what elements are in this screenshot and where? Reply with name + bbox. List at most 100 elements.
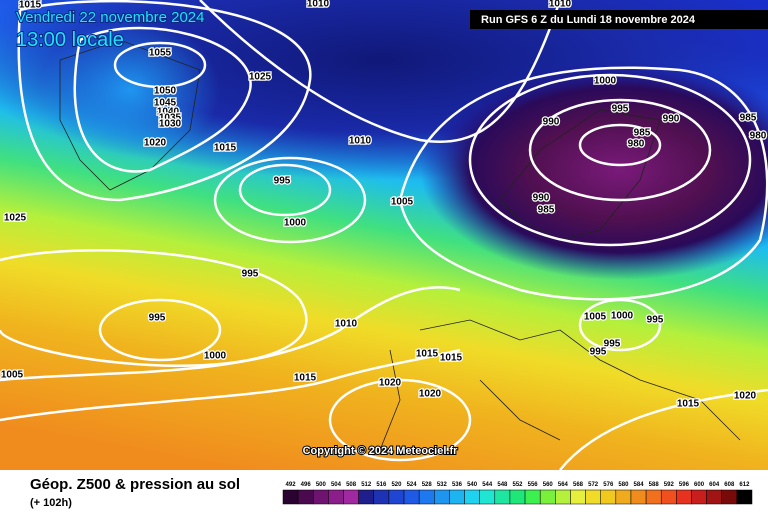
isobar-label: 1015 — [294, 373, 317, 384]
isobar-line — [213, 156, 367, 244]
isobar-label: 1015 — [214, 143, 237, 154]
isobar-label: 995 — [274, 176, 291, 187]
isobar-line — [328, 378, 472, 462]
isobar-label: 1015 — [440, 353, 463, 364]
colorbar-cell — [630, 489, 647, 505]
colorbar-label: 548 — [497, 482, 508, 488]
colorbar-label: 492 — [286, 482, 297, 488]
isobar-label: 1010 — [335, 319, 358, 330]
colorbar-label: 512 — [361, 482, 372, 488]
isobar-line — [578, 298, 662, 352]
colorbar-label: 532 — [437, 482, 448, 488]
isobar-label: 1040 — [157, 107, 180, 118]
colorbar-label: 588 — [649, 482, 660, 488]
colorbar-label: 612 — [739, 482, 750, 488]
isobar-label: 995 — [604, 339, 621, 350]
isobar-line — [0, 286, 461, 382]
isobar-label: 995 — [242, 269, 259, 280]
colorbar-label: 528 — [422, 482, 433, 488]
colorbar-cell — [403, 489, 420, 505]
colorbar-label: 560 — [543, 482, 554, 488]
colorbar-label: 552 — [512, 482, 523, 488]
isobar-line — [73, 26, 252, 173]
low-pressure-core — [420, 60, 768, 280]
colorbar-cell — [585, 489, 601, 505]
colorbar-cell — [494, 489, 511, 505]
isobar-labels: 1015 1010 1010 1055 1025 10501045104010351030… — [0, 0, 768, 411]
isobar-label: 1000 — [611, 311, 634, 322]
run-box — [470, 10, 768, 29]
colorbar-label: 500 — [316, 482, 327, 488]
isobar-label: 1045 — [154, 98, 177, 109]
colorbar-label: 508 — [346, 482, 357, 488]
colorbar-label: 524 — [407, 482, 418, 488]
isobar-label: 980 — [628, 139, 645, 150]
colorbar-label: 572 — [588, 482, 599, 488]
isobar-label: 1025 — [249, 72, 272, 83]
isobar-line — [238, 163, 332, 217]
colorbar-cell — [676, 489, 692, 505]
colorbar-label: 584 — [634, 482, 645, 488]
isobar-line — [468, 73, 752, 247]
isobar-line — [113, 41, 207, 89]
colorbar-cell — [418, 489, 435, 505]
colorbar-cell — [600, 489, 617, 505]
isobar-label: 995 — [647, 315, 664, 326]
isobar-label: 990 — [663, 114, 680, 125]
isobar-label: 995 — [149, 313, 166, 324]
colorbar-cell — [539, 489, 556, 505]
isobar-label: 1025 — [4, 213, 27, 224]
isobar-line — [0, 348, 461, 422]
colorbar-cell — [434, 489, 450, 505]
isobar-label: 1010 — [549, 0, 572, 10]
colorbar-cell — [479, 489, 496, 505]
colorbar-cell — [706, 489, 722, 505]
colorbar-cell — [660, 489, 677, 505]
isobar-label: 1055 — [149, 48, 172, 59]
colorbar-cell — [297, 489, 314, 505]
isobar-label: 990 — [533, 193, 550, 204]
isobar-label: 995 — [612, 104, 629, 115]
isobar-label: 1020 — [379, 378, 402, 389]
colorbar-cell — [282, 489, 299, 505]
isobar-line — [17, 0, 312, 202]
colorbar-label: 516 — [376, 482, 387, 488]
colorbar-label: 592 — [664, 482, 675, 488]
colorbar-label: 564 — [558, 482, 569, 488]
isobars — [0, 0, 768, 470]
forecast-date: Vendredi 22 novembre 2024 — [16, 9, 204, 26]
colorbar-label: 600 — [694, 482, 705, 488]
isobar-label: 1005 — [1, 370, 24, 381]
isobar-label: 980 — [750, 131, 767, 142]
isobar-label: 1010 — [349, 136, 372, 147]
isobar-label: 1000 — [594, 76, 617, 87]
isobar-label: 1020 — [419, 389, 442, 400]
footer-title: Géop. Z500 & pression au sol — [30, 476, 240, 493]
colorbar-cell — [358, 489, 375, 505]
colorbar-cell — [388, 489, 405, 505]
isobar-label: 1005 — [584, 312, 607, 323]
colorbar-label: 496 — [301, 482, 312, 488]
colorbar-label: 568 — [573, 482, 584, 488]
colorbar-cell — [464, 489, 480, 505]
colorbar-label: 604 — [709, 482, 720, 488]
isobar-label: 1005 — [391, 197, 414, 208]
copyright: Copyright © 2024 Meteociel.fr — [303, 445, 459, 457]
colorbar-label: 544 — [482, 482, 493, 488]
colorbar-label: 580 — [618, 482, 629, 488]
colorbar-label: 576 — [603, 482, 614, 488]
colorbar-cell — [721, 489, 738, 505]
greenland-area — [40, 20, 220, 160]
isobar-label: 1050 — [154, 86, 177, 97]
colorbar-cell — [343, 489, 359, 505]
footer-subtitle: (+ 102h) — [30, 497, 72, 509]
colorbar-label: 504 — [331, 482, 342, 488]
colorbar-label: 520 — [391, 482, 402, 488]
isobar-label: 995 — [590, 347, 607, 358]
colorbar-cell — [570, 489, 586, 505]
isobar-line — [98, 298, 222, 362]
colorbar-label: 556 — [528, 482, 539, 488]
isobar-label: 990 — [543, 117, 560, 128]
isobar-label: 985 — [740, 113, 757, 124]
isobar-label: 1035 — [159, 113, 182, 124]
